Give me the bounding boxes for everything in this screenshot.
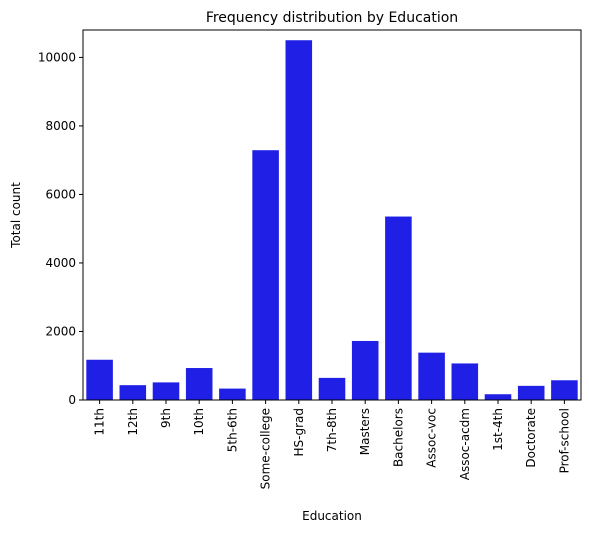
x-tick-label: Masters <box>358 408 372 455</box>
bar-bachelors <box>385 216 412 400</box>
bar-5th-6th <box>219 388 246 400</box>
bar-masters <box>351 340 379 400</box>
bar-prof-school <box>551 380 578 400</box>
x-axis: 11th 12th 9th 10th 5th-6th Some-college HS-gra… <box>93 400 571 489</box>
bar-assoc-voc <box>418 352 445 400</box>
bar-assoc-acdm <box>451 363 479 400</box>
bar-12th <box>119 385 147 400</box>
x-tick-label: 10th <box>192 408 206 436</box>
chart-title: Frequency distribution by Education <box>206 10 458 26</box>
bar-1st-4th <box>484 394 512 400</box>
x-tick-label: 5th-6th <box>225 408 239 452</box>
x-tick-label: 11th <box>93 408 107 436</box>
bar-doctorate <box>517 385 545 400</box>
x-tick-label: Bachelors <box>391 408 405 467</box>
x-tick-label: Doctorate <box>524 408 538 468</box>
bar-9th <box>152 382 180 400</box>
bar-10th <box>185 368 213 400</box>
x-tick-label: 7th-8th <box>325 408 339 452</box>
y-tick-label: 6000 <box>45 187 76 201</box>
bar-some-college <box>252 150 279 400</box>
x-tick-label: Assoc-acdm <box>458 408 472 480</box>
y-tick-label: 10000 <box>38 50 76 64</box>
x-tick-label: Assoc-voc <box>425 408 439 468</box>
x-tick-label: Some-college <box>259 408 273 489</box>
x-axis-label: Education <box>302 509 362 523</box>
x-tick-label: Prof-school <box>557 408 571 473</box>
bar-7th-8th <box>318 377 346 400</box>
bar-hs-grad <box>285 40 313 400</box>
y-tick-label: 2000 <box>45 324 76 338</box>
bar-11th <box>86 359 113 400</box>
x-tick-label: 9th <box>159 408 173 428</box>
x-tick-label: HS-grad <box>292 408 306 457</box>
y-tick-label: 4000 <box>45 256 76 270</box>
x-tick-label: 12th <box>126 408 140 436</box>
y-axis-label: Total count <box>9 182 23 249</box>
y-axis: 0 2000 4000 6000 8000 10000 <box>38 50 83 407</box>
x-tick-label: 1st-4th <box>491 408 505 451</box>
y-tick-label: 8000 <box>45 119 76 133</box>
y-tick-label: 0 <box>68 393 76 407</box>
plot-frame <box>82 29 582 401</box>
bars-group <box>86 40 578 400</box>
